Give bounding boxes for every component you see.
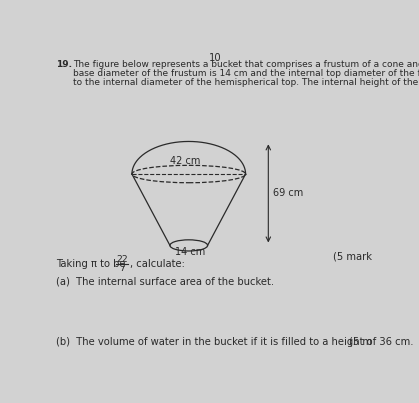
Text: to the internal diameter of the hemispherical top. The internal height of the bu: to the internal diameter of the hemisphe… bbox=[73, 78, 419, 87]
Text: 42 cm: 42 cm bbox=[171, 156, 201, 166]
Text: 10: 10 bbox=[208, 53, 221, 63]
Text: 19.: 19. bbox=[56, 60, 72, 69]
Text: Taking π to be: Taking π to be bbox=[56, 259, 128, 269]
Text: (5 mark: (5 mark bbox=[333, 251, 372, 261]
Text: The figure below represents a bucket that comprises a frustum of a cone and a he: The figure below represents a bucket tha… bbox=[73, 60, 419, 69]
Text: base diameter of the frustum is 14 cm and the internal top diameter of the frust: base diameter of the frustum is 14 cm an… bbox=[73, 69, 419, 78]
Text: (5 m: (5 m bbox=[349, 337, 372, 347]
Text: , calculate:: , calculate: bbox=[130, 259, 185, 269]
Text: 14 cm: 14 cm bbox=[175, 247, 205, 257]
Text: (b)  The volume of water in the bucket if it is filled to a height of 36 cm.: (b) The volume of water in the bucket if… bbox=[56, 337, 413, 347]
Text: 22: 22 bbox=[116, 255, 128, 264]
Text: 69 cm: 69 cm bbox=[273, 189, 303, 198]
Text: (a)  The internal surface area of the bucket.: (a) The internal surface area of the buc… bbox=[56, 277, 274, 287]
Text: 7: 7 bbox=[119, 264, 125, 274]
